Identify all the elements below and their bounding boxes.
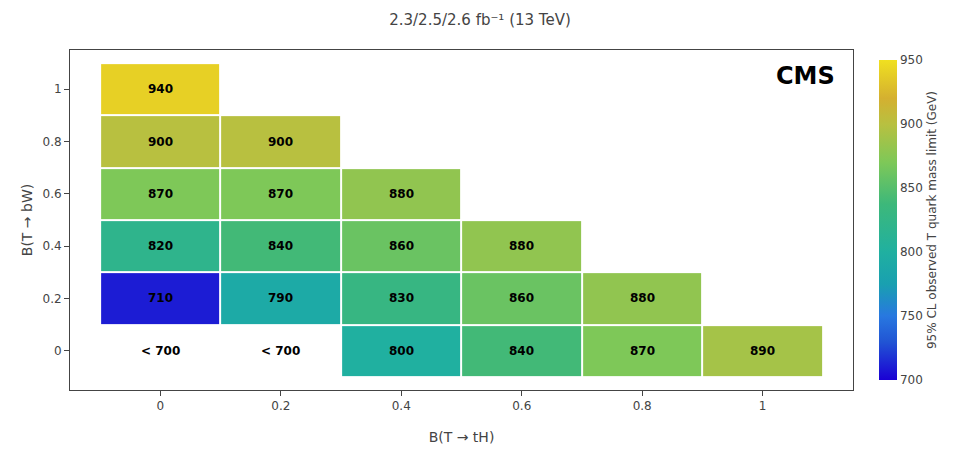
svg-text:880: 880 (389, 187, 414, 201)
svg-text:950: 950 (900, 53, 923, 67)
svg-text:95% CL observed T quark mass l: 95% CL observed T quark mass limit (GeV) (925, 91, 939, 349)
svg-text:870: 870 (268, 187, 293, 201)
svg-text:840: 840 (268, 239, 293, 253)
svg-text:900: 900 (268, 135, 293, 149)
svg-text:900: 900 (148, 135, 173, 149)
svg-text:B(T → bW): B(T → bW) (19, 184, 35, 256)
svg-text:880: 880 (630, 291, 655, 305)
svg-text:700: 700 (900, 373, 923, 387)
svg-text:850: 850 (900, 181, 923, 195)
svg-text:880: 880 (509, 239, 534, 253)
svg-text:B(T → tH): B(T → tH) (429, 429, 495, 445)
svg-text:830: 830 (389, 291, 414, 305)
svg-text:800: 800 (900, 245, 923, 259)
svg-text:0.8: 0.8 (633, 399, 652, 413)
svg-text:820: 820 (148, 239, 173, 253)
svg-text:< 700: < 700 (261, 344, 300, 358)
svg-text:710: 710 (148, 291, 173, 305)
svg-text:0.6: 0.6 (43, 187, 62, 201)
svg-text:0.4: 0.4 (43, 239, 62, 253)
svg-text:0.8: 0.8 (43, 135, 62, 149)
svg-text:< 700: < 700 (141, 344, 180, 358)
svg-text:0.6: 0.6 (512, 399, 531, 413)
svg-text:0.2: 0.2 (271, 399, 290, 413)
svg-text:860: 860 (509, 291, 534, 305)
svg-text:870: 870 (148, 187, 173, 201)
svg-text:790: 790 (268, 291, 293, 305)
svg-text:1: 1 (759, 399, 767, 413)
svg-text:860: 860 (389, 239, 414, 253)
svg-text:0.4: 0.4 (392, 399, 411, 413)
svg-text:0: 0 (54, 344, 62, 358)
svg-text:940: 940 (148, 82, 173, 96)
svg-text:870: 870 (630, 344, 655, 358)
svg-text:840: 840 (509, 344, 534, 358)
svg-text:CMS: CMS (776, 62, 835, 90)
svg-text:0: 0 (157, 399, 165, 413)
svg-text:800: 800 (389, 344, 414, 358)
svg-text:890: 890 (750, 344, 775, 358)
svg-text:2.3/2.5/2.6 fb⁻¹ (13 TeV): 2.3/2.5/2.6 fb⁻¹ (13 TeV) (389, 11, 571, 29)
svg-text:0.2: 0.2 (43, 292, 62, 306)
svg-text:750: 750 (900, 309, 923, 323)
svg-text:1: 1 (54, 82, 62, 96)
svg-text:900: 900 (900, 117, 923, 131)
